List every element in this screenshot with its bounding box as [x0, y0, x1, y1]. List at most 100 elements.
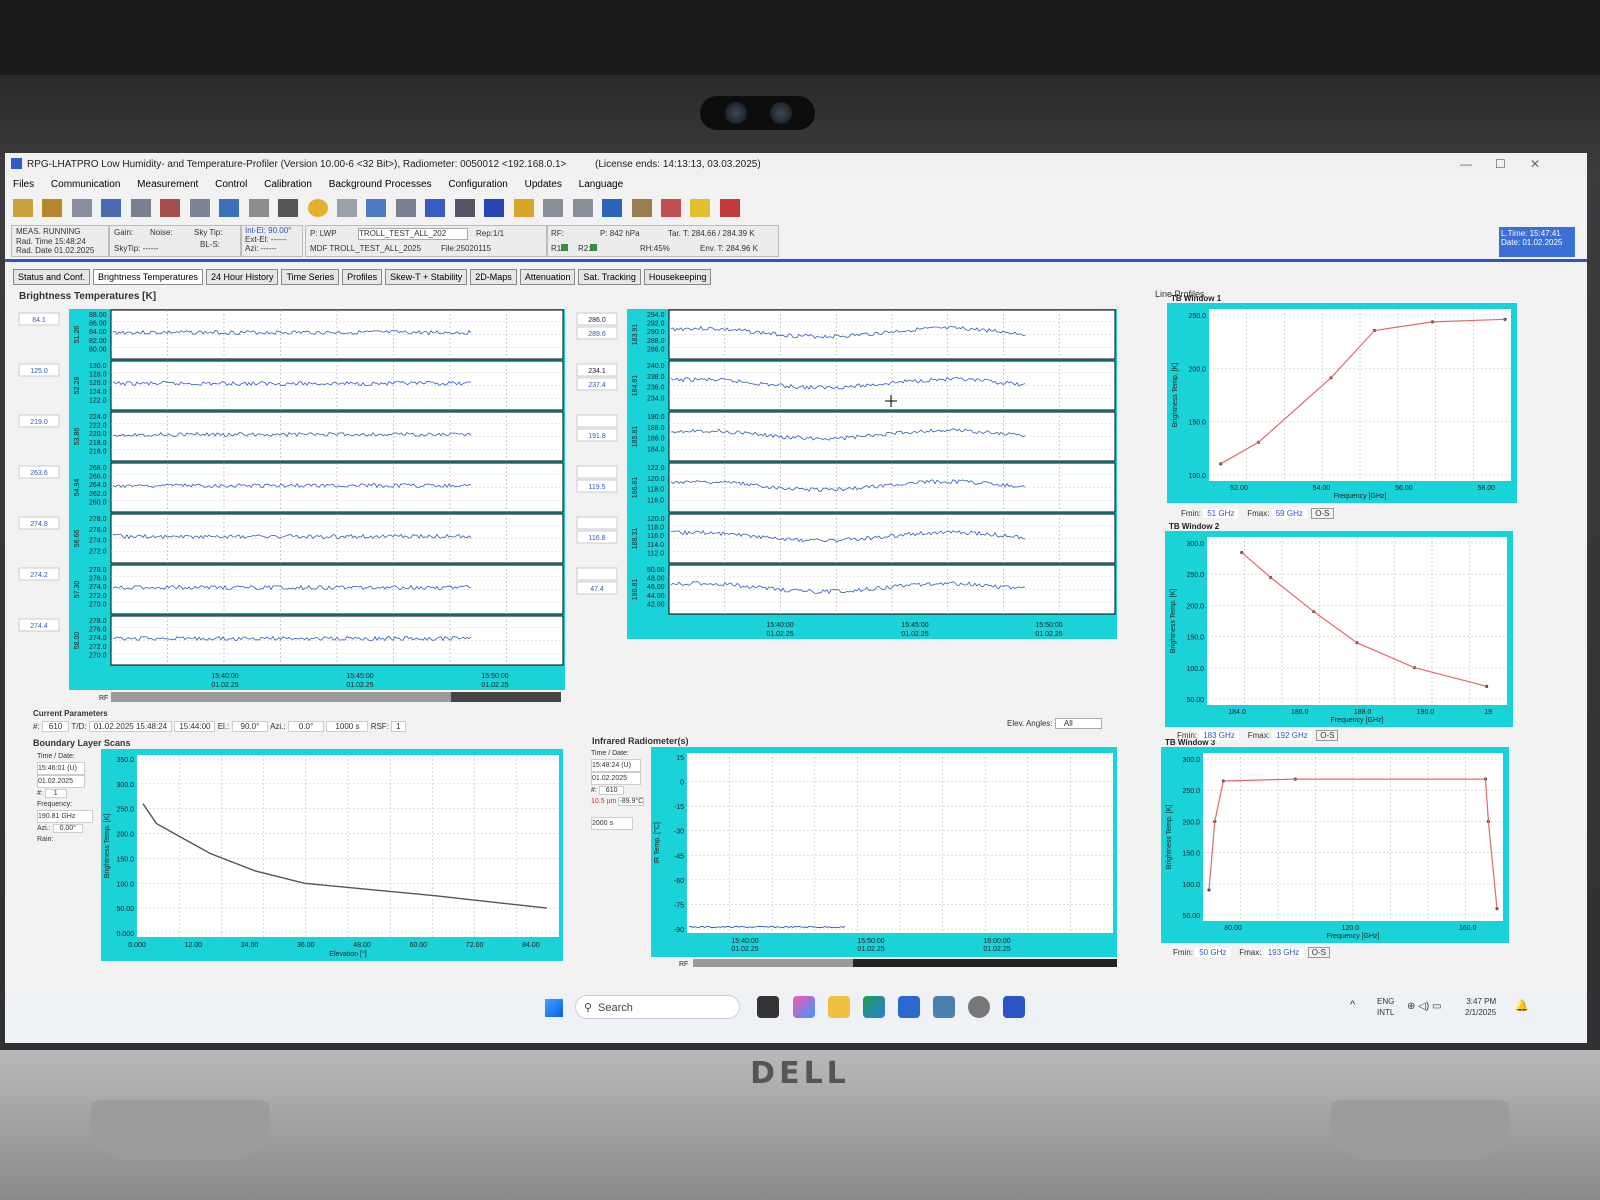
chart-icon[interactable] [336, 199, 357, 217]
tab-housekeeping[interactable]: Housekeeping [643, 269, 712, 285]
tbw2-ytick: 150.0 [1186, 635, 1204, 642]
notification-bell-icon[interactable]: 🔔 [1515, 1000, 1529, 1012]
skytip-value: SkyTip: ------ [114, 244, 159, 253]
step-icon[interactable] [484, 199, 505, 217]
tbw1-os-button[interactable]: O-S [1311, 508, 1334, 519]
menu-updates[interactable]: Updates [524, 179, 562, 190]
copilot-icon[interactable] [793, 996, 815, 1018]
duration-select[interactable]: 1000 s [326, 721, 369, 732]
key-icon[interactable] [602, 199, 623, 217]
graph1-icon[interactable] [543, 199, 564, 217]
bl-plot-bg [137, 755, 559, 937]
minimize-icon[interactable]: — [1460, 157, 1472, 171]
tab-sat-tracking[interactable]: Sat. Tracking [578, 269, 641, 285]
download-icon[interactable] [101, 199, 122, 217]
ir-duration-select[interactable]: 2000 s [591, 817, 633, 830]
tab-brightness[interactable]: Brightness Temperatures [93, 269, 203, 285]
menu-files[interactable]: Files [13, 179, 35, 190]
calibration-icon[interactable] [160, 199, 181, 217]
tbw2-os-button[interactable]: O-S [1316, 730, 1339, 741]
left-channel-name: 51.26 [74, 326, 81, 344]
mdf-select[interactable]: TROLL_TEST_ALL_202 [358, 228, 468, 240]
bl-ytick: 250.0 [116, 807, 134, 814]
scan-icon[interactable] [189, 199, 210, 217]
local-time-box: L.Time: 15:47:41 Date: 01.02.2025 [1499, 227, 1575, 257]
timeseries-icon[interactable] [366, 199, 387, 217]
clock[interactable]: 3:47 PM 2/1/2025 [1465, 996, 1496, 1018]
store-icon[interactable] [898, 996, 920, 1018]
tool2-icon[interactable] [395, 199, 416, 217]
tab-2d-maps[interactable]: 2D-Maps [470, 269, 517, 285]
rpg-app-icon[interactable] [1003, 996, 1025, 1018]
tools-icon[interactable] [71, 199, 92, 217]
ir-date-label: 01.02.25 [731, 946, 758, 953]
env-temp: Env. T: 284.96 K [700, 244, 758, 253]
gauge-icon[interactable] [278, 199, 299, 217]
tab-skew-t[interactable]: Skew-T + Stability [385, 269, 468, 285]
ir-trace [688, 925, 846, 929]
tbw2-fmin[interactable]: 183 GHz [1199, 731, 1239, 740]
book-icon[interactable] [631, 199, 652, 217]
menu-configuration[interactable]: Configuration [448, 179, 508, 190]
edge-icon[interactable] [863, 996, 885, 1018]
tab-24h-history[interactable]: 24 Hour History [205, 269, 279, 285]
meas-azi: 0.0° [287, 721, 325, 732]
ir-rf-bar [693, 959, 1117, 967]
menu-background-processes[interactable]: Background Processes [328, 179, 432, 190]
version-icon[interactable] [719, 199, 740, 217]
sun-icon[interactable] [307, 199, 328, 217]
tbw1-fmin[interactable]: 51 GHz [1203, 509, 1239, 518]
ups-icon[interactable] [690, 199, 711, 217]
angle-icon[interactable] [248, 199, 269, 217]
settings-icon[interactable] [130, 199, 151, 217]
tbw2-ytick: 250.0 [1186, 572, 1204, 579]
menu-measurement[interactable]: Measurement [137, 179, 199, 190]
tbw3-os-button[interactable]: O-S [1307, 947, 1330, 958]
camera-sensor-icon [770, 102, 792, 124]
ir-ytick: 15 [676, 755, 684, 762]
sky-tip-label: Sky Tip: [194, 228, 223, 237]
tab-status[interactable]: Status and Conf. [13, 269, 91, 285]
file-explorer-icon[interactable] [828, 996, 850, 1018]
tbw1-fmax[interactable]: 59 GHz [1271, 509, 1307, 518]
network-volume-battery-icon[interactable]: ⊕ ◁) ▭ [1407, 1001, 1442, 1012]
product-select[interactable]: P: LWP [310, 229, 337, 238]
play-icon[interactable] [454, 199, 475, 217]
menu-language[interactable]: Language [578, 179, 624, 190]
left-time-label: 15:45:00 [346, 673, 373, 680]
right-tick-label: 286.0 [647, 346, 665, 353]
current-params-title: Current Parameters [33, 709, 108, 718]
elev-angles-select[interactable]: All [1054, 718, 1102, 729]
start-icon[interactable] [545, 999, 563, 1017]
tray-chevron-icon[interactable]: ^ [1350, 999, 1356, 1011]
tab-time-series[interactable]: Time Series [281, 269, 340, 285]
left-trace [113, 533, 472, 540]
record-icon[interactable] [513, 199, 534, 217]
wizard-icon[interactable] [42, 199, 63, 217]
tab-attenuation[interactable]: Attenuation [519, 269, 576, 285]
settings-gear-icon[interactable] [968, 996, 990, 1018]
mdf-panel: P: LWP TROLL_TEST_ALL_202 Rep:1/1 MDF TR… [305, 225, 547, 257]
menu-calibration[interactable]: Calibration [264, 179, 312, 190]
satellite-icon[interactable] [219, 199, 240, 217]
tbw2-fmax[interactable]: 192 GHz [1272, 731, 1312, 740]
bl-freq-select[interactable]: 190.81 GHz [37, 810, 93, 823]
graph2-icon[interactable] [572, 199, 593, 217]
network-icon[interactable] [660, 199, 681, 217]
maximize-icon[interactable]: ☐ [1495, 157, 1506, 171]
pause-icon[interactable] [425, 199, 446, 217]
tbw3-fmax[interactable]: 193 GHz [1263, 948, 1304, 957]
menu-communication[interactable]: Communication [50, 179, 121, 190]
photos-icon[interactable] [933, 996, 955, 1018]
taskbar-search[interactable]: ⚲ Search [575, 995, 740, 1019]
menu-control[interactable]: Control [215, 179, 248, 190]
tab-profiles[interactable]: Profiles [342, 269, 383, 285]
noise-label: Noise: [150, 228, 173, 237]
open-folder-icon[interactable] [13, 199, 33, 217]
language-indicator[interactable]: ENG INTL [1377, 996, 1394, 1018]
tbw3-fmin[interactable]: 50 GHz [1195, 948, 1231, 957]
local-time: L.Time: 15:47:41 [1501, 229, 1561, 238]
task-view-icon[interactable] [757, 996, 779, 1018]
app-icon [11, 158, 22, 169]
close-icon[interactable]: ✕ [1530, 157, 1541, 171]
